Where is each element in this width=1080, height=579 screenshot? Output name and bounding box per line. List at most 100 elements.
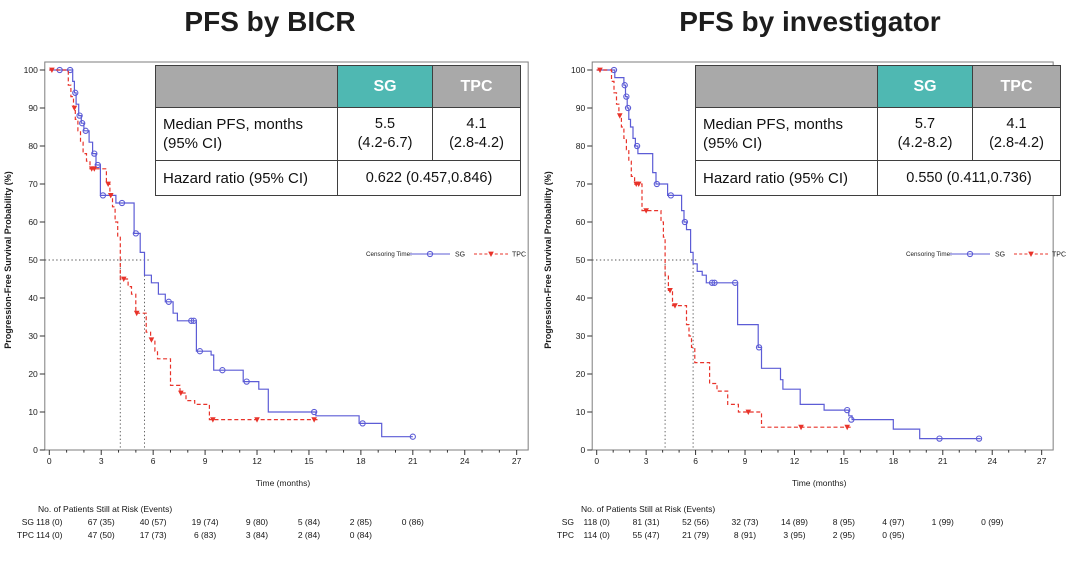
sg-censor-mark [190, 317, 197, 324]
risk-value: 114 (0) [36, 529, 63, 540]
sg-median: 5.5 [374, 116, 396, 132]
hazard-ratio-label: Hazard ratio (95% CI) [695, 160, 878, 196]
x-tick-label: 18 [356, 456, 366, 466]
km-plot: 0 3 6 9 12 15 18 21 24 27 Time (months) 0 10 20 30 40 50… [3, 61, 529, 488]
sg-censor-mark [623, 93, 630, 100]
median-pfs-label-line2: (95% CI) [163, 135, 223, 152]
sg-censor-mark [755, 344, 763, 351]
tpc-median: 4.1 [1006, 116, 1027, 132]
sg-censor-mark [66, 66, 74, 74]
x-tick-label: 3 [99, 456, 104, 466]
y-tick-label: 40 [28, 293, 38, 303]
sg-censor-mark [76, 112, 83, 119]
risk-value: 55 (47) [632, 529, 660, 540]
risk-value: 32 (73) [731, 517, 759, 527]
y-tick-label: 10 [28, 407, 38, 417]
tpc-ci: (2.8-4.2) [449, 135, 504, 151]
y-tick-label: 100 [571, 65, 585, 75]
risk-value: 2 (85) [349, 517, 372, 527]
x-tick-label: 0 [594, 456, 599, 466]
legend-sg-marker-icon [966, 250, 974, 258]
y-tick-label: 40 [576, 293, 586, 303]
y-tick-label: 30 [28, 331, 38, 341]
tpc-censor-mark [844, 424, 850, 431]
sg-censor-mark [188, 317, 195, 324]
sg-censor-mark [118, 199, 126, 207]
median-pfs-tpc-value: 4.1 (2.8-4.2) [972, 107, 1061, 161]
sg-censor-mark [94, 161, 101, 169]
sg-censor-mark [91, 150, 98, 157]
sg-survival-curve [596, 69, 981, 440]
panel-title: PFS by BICR [184, 6, 356, 37]
sg-survival-curve [49, 69, 413, 438]
median-pfs-label-line1: Median PFS, months [163, 116, 304, 133]
legend-tpc-label: TPC [1052, 252, 1066, 259]
sg-censor-mark [409, 433, 416, 440]
risk-table-title: No. of Patients Still at Risk (Events) [581, 504, 716, 514]
x-tick-label: 24 [987, 456, 997, 466]
tpc-censor-mark [133, 310, 140, 317]
tpc-censor-mark [49, 67, 55, 73]
risk-row-label: SG [561, 517, 574, 527]
legend-tpc-marker-icon [488, 251, 494, 257]
risk-table: No. of Patients Still at Risk (Events) SG… [540, 504, 1080, 576]
y-tick-label: 0 [580, 445, 585, 455]
median-pfs-label: Median PFS, months (95% CI) [695, 107, 878, 161]
sg-censor-mark [711, 279, 718, 286]
tpc-censor-mark [107, 193, 114, 199]
tpc-censor-mark [120, 276, 127, 282]
tpc-censor-mark [643, 208, 649, 214]
median-pfs-label-line2: (95% CI) [703, 135, 763, 152]
legend-title: Censoring Time: [366, 251, 412, 258]
tpc-censor-mark [105, 181, 111, 187]
sg-censor-mark [219, 367, 226, 374]
x-tick-label: 9 [743, 456, 748, 466]
legend-tpc-marker-icon [1028, 251, 1034, 257]
legend-sg-marker-icon [426, 250, 434, 258]
stats-header-sg: SG [877, 65, 973, 108]
plot-frame [44, 61, 529, 451]
sg-censor-mark [667, 192, 675, 199]
tpc-censor-mark [616, 113, 623, 119]
tpc-censor-mark [71, 105, 78, 111]
x-tick-label: 27 [1037, 456, 1047, 466]
tpc-median: 4.1 [466, 116, 487, 132]
risk-value: 3 (95) [783, 529, 806, 540]
x-tick-label: 21 [408, 456, 418, 466]
x-axis-label: Time (months) [256, 478, 311, 488]
x-tick-label: 6 [693, 456, 698, 466]
risk-table-title: No. of Patients Still at Risk (Events) [38, 504, 173, 514]
sg-censor-mark [196, 348, 204, 355]
sg-ci: (4.2-8.2) [897, 135, 953, 151]
sg-censor-mark [359, 420, 366, 427]
tpc-censor-mark [91, 166, 98, 172]
hazard-ratio-value: 0.622 (0.457,0.846) [337, 160, 521, 196]
y-tick-label: 100 [24, 65, 38, 75]
sg-censor-mark [310, 408, 318, 416]
legend-title: Censoring Time: [906, 251, 952, 258]
median-pfs-tpc-value: 4.1 (2.8-4.2) [432, 107, 521, 161]
panel-pfs-bicr: PFS by BICR 0 3 6 9 12 15 18 21 24 27 Time (months… [3, 6, 529, 540]
sg-censor-mark [72, 89, 79, 96]
risk-value: 17 (73) [139, 529, 167, 540]
y-tick-label: 80 [28, 141, 38, 151]
x-tick-label: 0 [47, 456, 52, 466]
sg-censor-mark [99, 192, 107, 199]
x-tick-label: 15 [304, 456, 314, 466]
y-tick-label: 60 [28, 217, 38, 227]
x-tick-label: 24 [460, 456, 470, 466]
median-pfs-label: Median PFS, months (95% CI) [155, 107, 338, 161]
risk-value: 0 (86) [401, 517, 424, 527]
risk-value: 52 (56) [682, 517, 710, 527]
stats-header-blank [155, 65, 338, 108]
y-tick-label: 50 [28, 255, 38, 265]
x-tick-label: 12 [790, 456, 800, 466]
km-plot: 0 3 6 9 12 15 18 21 24 27 Time (months) 0 10 20 30 40 50… [543, 61, 1066, 488]
x-tick-label: 18 [889, 456, 899, 466]
tpc-ci: (2.8-4.2) [989, 135, 1044, 151]
sg-censor-mark [708, 279, 716, 286]
risk-value: 67 (35) [87, 517, 115, 527]
panel-title: PFS by investigator [679, 6, 941, 37]
x-tick-label: 6 [151, 456, 156, 466]
x-tick-label: 9 [203, 456, 208, 466]
